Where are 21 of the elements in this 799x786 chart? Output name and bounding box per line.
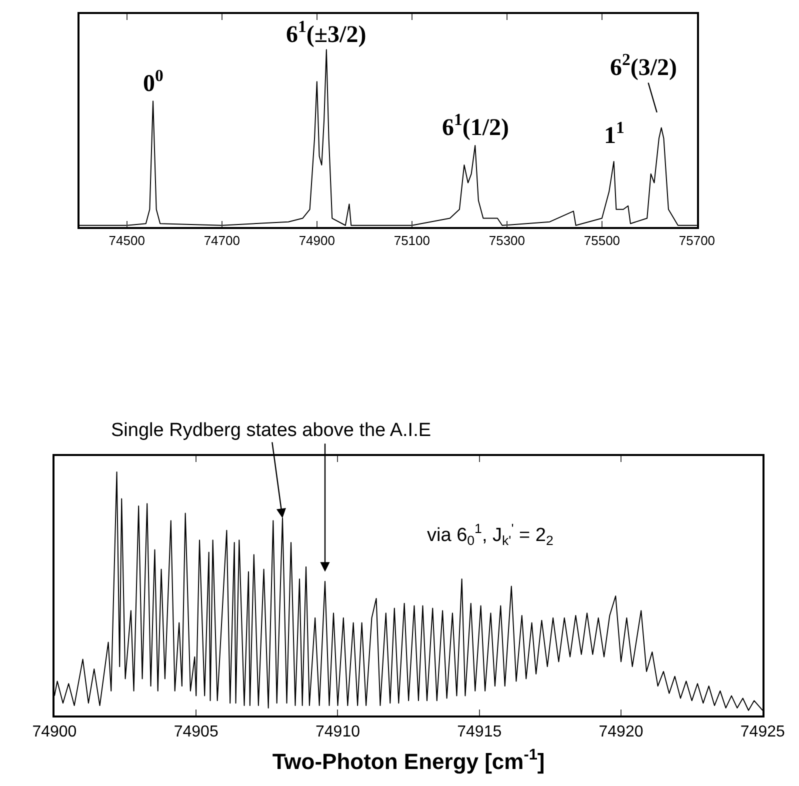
x-tick-label: 74900 xyxy=(32,723,77,740)
x-axis-title: Two-Photon Energy [cm$^{-1}$] xyxy=(272,746,545,774)
annotation: 6$^{1}$(1/2) xyxy=(442,110,510,142)
x-tick-label: 74915 xyxy=(457,723,502,740)
x-tick-label: 75500 xyxy=(584,232,620,248)
x-tick-label: 74700 xyxy=(204,232,240,248)
x-tick-label: 74905 xyxy=(174,723,218,740)
x-tick-label: 75300 xyxy=(488,232,526,248)
annotation: via 6$_{0}$$^{1}$, J$_{k'}$$^{'}$ = 2$_{2}$ xyxy=(427,521,554,548)
annotation: 1$^{1}$ xyxy=(604,118,624,150)
x-tick-label: 75700 xyxy=(678,232,716,248)
x-tick-label: 74910 xyxy=(315,723,360,740)
x-tick-label: 75100 xyxy=(394,232,430,248)
annotation: 0$^{0}$ xyxy=(143,66,164,98)
annotation: Single Rydberg states above the A.I.E xyxy=(111,420,432,441)
x-tick-label: 74500 xyxy=(108,232,145,248)
x-tick-label: 74925 xyxy=(740,723,785,740)
annotation: 6$^{2}$(3/2) xyxy=(610,50,678,82)
x-tick-label: 74900 xyxy=(298,232,335,248)
annotation: 6$^{1}$(±3/2) xyxy=(286,17,366,48)
x-tick-label: 74920 xyxy=(598,723,644,740)
